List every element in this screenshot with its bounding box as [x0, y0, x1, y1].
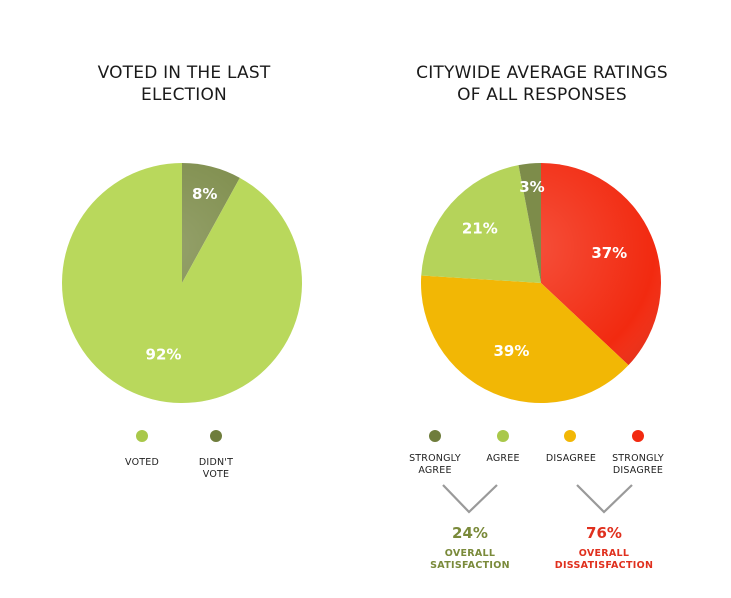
- dissatisfaction-label: OVERALL DISSATISFACTION: [554, 548, 654, 571]
- satisfaction-percent: 24%: [452, 524, 488, 542]
- satisfaction-label: OVERALL SATISFACTION: [430, 548, 510, 571]
- ratings-pie: 37% 39% 21% 3%: [420, 163, 662, 404]
- legend-label-voted: VOTED: [125, 457, 159, 468]
- legend-dot-strongly-disagree: [632, 430, 644, 442]
- ratings-label-strongly-agree: 3%: [519, 178, 544, 196]
- ratings-title-line1: CITYWIDE AVERAGE RATINGS: [416, 63, 668, 83]
- dissatisfaction-percent: 76%: [586, 524, 622, 542]
- legend-dot-voted: [136, 430, 148, 442]
- ratings-label-strongly-disagree: 37%: [591, 244, 627, 262]
- ratings-title-line2: OF ALL RESPONSES: [457, 85, 627, 105]
- ratings-label-agree: 21%: [462, 220, 498, 238]
- voted-slice-voted: [61, 163, 302, 403]
- voted-title-line2: ELECTION: [141, 85, 227, 105]
- ratings-label-disagree: 39%: [493, 342, 529, 360]
- legend-dot-agree: [497, 430, 509, 442]
- voted-label-didn-t-vote: 8%: [192, 185, 217, 203]
- ratings-chart-title: CITYWIDE AVERAGE RATINGS OF ALL RESPONSE…: [392, 62, 692, 106]
- voted-label-voted: 92%: [146, 346, 182, 364]
- ratings-slice-disagree: [420, 275, 629, 404]
- legend-label-disagree: DISAGREE: [545, 453, 597, 464]
- legend-label-agree: AGREE: [486, 453, 520, 464]
- legend-dot-strongly-agree: [429, 430, 441, 442]
- voted-title-line1: VOTED IN THE LAST: [97, 63, 271, 83]
- legend-dot-didnt-vote: [210, 430, 222, 442]
- voted-chart-title: VOTED IN THE LAST ELECTION: [40, 62, 328, 106]
- legend-dot-disagree: [564, 430, 576, 442]
- legend-label-strongly-disagree: STRONGLY DISAGREE: [612, 453, 664, 476]
- legend-label-strongly-agree: STRONGLY AGREE: [409, 453, 461, 476]
- ratings-slice-agree: [421, 165, 541, 283]
- voted-pie: 8% 92%: [61, 163, 302, 403]
- ratings-slice-strongly-agree: [518, 163, 541, 283]
- legend-label-didnt-vote: DIDN'T VOTE: [198, 457, 234, 480]
